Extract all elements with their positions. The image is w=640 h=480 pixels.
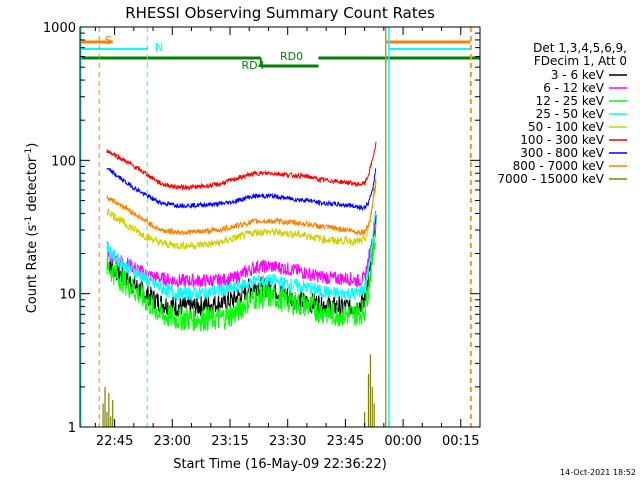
x-tick-label: 23:15: [211, 434, 248, 449]
footer-timestamp: 14-Oct-2021 18:52: [560, 468, 636, 477]
x-tick-label: 23:45: [327, 434, 364, 449]
y-tick-label: 10: [59, 288, 76, 303]
x-tick-label: 00:00: [384, 434, 421, 449]
state-label-rd0: RD0: [280, 50, 303, 63]
legend-label: 7000 - 15000 keV: [497, 172, 604, 186]
x-tick-label: 22:45: [96, 434, 133, 449]
state-label-s: S: [105, 34, 112, 47]
axes: 22:45 23:00 23:15 23:30 23:45 00:00 00:15 1 10 10…: [43, 21, 481, 449]
series-line-100-300-kev: [106, 141, 377, 191]
legend-label: 25 - 50 keV: [536, 107, 605, 121]
x-tick-label: 23:00: [154, 434, 191, 449]
legend: Det 1,3,4,5,6,9, FDecim 1, Att 0 3 - 6 k…: [497, 41, 627, 186]
legend-header-line1: Det 1,3,4,5,6,9,: [533, 41, 627, 55]
x-tick-label: 00:15: [442, 434, 479, 449]
y-axis-label-sup2: -1: [24, 148, 34, 157]
legend-label: 3 - 6 keV: [551, 68, 605, 82]
series-line-50-100-kev: [106, 177, 377, 251]
y-axis-label-mid: detector: [25, 156, 40, 216]
y-axis-label: Count Rate (s-1 detector-1): [24, 143, 40, 314]
legend-label: 800 - 7000 keV: [513, 159, 605, 173]
chart-title: RHESSI Observing Summary Count Rates: [125, 4, 435, 22]
series-line-25-50-kev: [106, 212, 377, 302]
series-line-300-800-kev: [106, 167, 377, 212]
x-axis-label: Start Time (16-May-09 22:36:22): [173, 457, 387, 472]
plot-area: S N RD0 RD4: [80, 27, 480, 427]
legend-label: 300 - 800 keV: [520, 146, 604, 160]
x-tick-label: 23:30: [269, 434, 306, 449]
legend-label: 100 - 300 keV: [520, 133, 604, 147]
y-axis-label-main: Count Rate (s: [25, 225, 40, 314]
legend-label: 6 - 12 keV: [543, 81, 605, 95]
y-tick-label: 1: [68, 421, 76, 436]
legend-label: 50 - 100 keV: [528, 120, 605, 134]
state-label-rd4: RD4: [242, 59, 265, 72]
y-axis-label-end: ): [25, 143, 40, 148]
y-tick-label: 100: [51, 154, 76, 169]
state-label-n: N: [155, 41, 163, 54]
series-line-800-7000-kev: [106, 180, 377, 237]
series-line-6-12-kev: [106, 210, 377, 289]
series-line-12-25-kev: [106, 223, 377, 332]
legend-label: 12 - 25 keV: [536, 94, 605, 108]
y-axis-label-sup1: -1: [24, 216, 34, 225]
y-tick-label: 1000: [43, 21, 76, 36]
plot-frame: [79, 26, 481, 428]
legend-header-line2: FDecim 1, Att 0: [534, 54, 627, 68]
